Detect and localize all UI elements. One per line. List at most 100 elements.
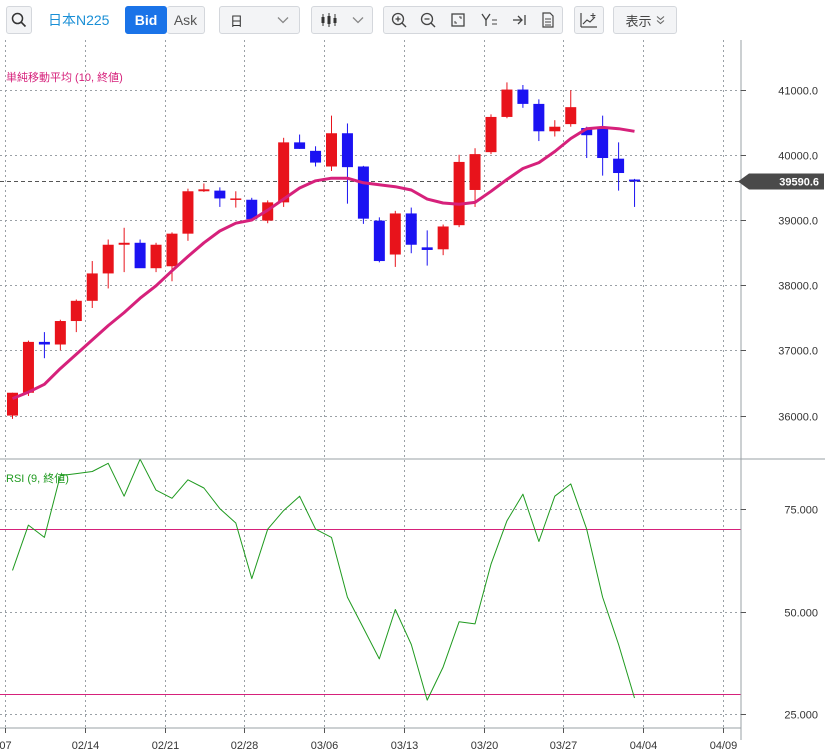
candle-body — [54, 321, 66, 345]
candle-body — [341, 133, 353, 168]
candle-body — [597, 127, 609, 159]
ask-button[interactable]: Ask — [167, 6, 205, 34]
ma-legend-label: 単純移動平均 (10, 終値) — [6, 70, 123, 84]
candle-body — [150, 244, 162, 269]
x-tick-label: 04/04 — [630, 740, 658, 752]
current-price-label: 39590.6 — [779, 176, 819, 188]
candle-body — [198, 189, 210, 192]
candle-body — [357, 166, 369, 219]
candle — [629, 178, 641, 207]
add-indicator-button[interactable] — [574, 6, 604, 34]
candle-body — [86, 273, 98, 301]
candle-body — [246, 199, 258, 220]
price-chart[interactable]: 07 02/14 02/21 02/28 03/06 03/13 03/20 03/27 04/… — [0, 40, 825, 754]
candle — [54, 319, 66, 351]
candle — [581, 126, 593, 159]
candle-body — [102, 244, 114, 274]
moving-average-line — [11, 125, 635, 400]
candle-body — [565, 107, 577, 125]
candle-body — [326, 133, 337, 167]
symbol-name[interactable]: 日本N225 — [48, 12, 110, 28]
candle-body — [421, 247, 433, 250]
candle-body — [549, 126, 561, 132]
x-tick-label: 02/21 — [152, 740, 180, 752]
candle — [134, 239, 146, 269]
candle-body — [533, 103, 545, 132]
add-indicator-icon — [580, 13, 597, 28]
candle — [453, 154, 465, 228]
chart-type-select[interactable] — [311, 6, 373, 34]
price-tick-label: 38000.0 — [778, 281, 818, 293]
candle — [437, 224, 449, 256]
candle-body — [22, 341, 34, 393]
candle — [501, 82, 513, 119]
candle — [182, 188, 194, 241]
candle — [102, 239, 114, 289]
zoom-out-icon[interactable] — [420, 12, 436, 28]
document-icon[interactable] — [541, 12, 555, 28]
candle — [405, 207, 417, 254]
candle-body — [214, 190, 226, 199]
y-axis-icon[interactable] — [480, 12, 498, 28]
candle — [326, 115, 337, 172]
x-tick-label: 02/28 — [231, 740, 259, 752]
candle — [246, 197, 258, 222]
chart-toolbar: 日本N225 Bid Ask 日 — [0, 0, 825, 40]
candle-body — [469, 154, 481, 190]
x-tick-label: 03/13 — [391, 740, 419, 752]
candle — [517, 84, 529, 108]
price-tick-label: 36000.0 — [778, 412, 818, 424]
candle-body — [230, 198, 242, 200]
candle-body — [182, 191, 194, 234]
candle-body — [453, 161, 465, 226]
candle — [150, 242, 162, 273]
candle — [70, 299, 82, 333]
candle-body — [118, 242, 130, 245]
candle — [22, 340, 34, 397]
price-tick-label: 40000.0 — [778, 151, 818, 163]
candle — [565, 90, 577, 127]
x-tick-label: 03/20 — [471, 740, 499, 752]
candle — [118, 227, 130, 273]
candle — [389, 210, 401, 267]
candle — [294, 134, 306, 149]
search-button[interactable] — [6, 6, 32, 34]
candle-body — [70, 300, 82, 322]
bid-button[interactable]: Bid — [125, 6, 167, 34]
display-label: 表示 — [625, 13, 652, 29]
price-tick-label: 39000.0 — [778, 216, 818, 228]
candle-body — [166, 233, 178, 267]
period-select[interactable]: 日 — [219, 6, 300, 34]
candle-body — [581, 128, 593, 136]
candle-body — [38, 341, 50, 345]
chevron-down-icon — [352, 16, 364, 24]
period-value: 日 — [230, 13, 244, 29]
display-menu-button[interactable]: 表示 — [613, 6, 677, 34]
candle — [533, 99, 545, 142]
zoom-in-icon[interactable] — [391, 12, 407, 28]
candle-body — [373, 220, 385, 262]
candle — [357, 165, 369, 224]
candle-body — [517, 89, 529, 104]
rsi-line — [12, 458, 635, 701]
price-tick-label: 41000.0 — [778, 86, 818, 98]
fit-screen-icon[interactable] — [450, 12, 466, 28]
grid — [0, 40, 741, 728]
candlestick-icon — [320, 12, 338, 28]
candle-body — [437, 226, 449, 250]
candle — [214, 187, 226, 207]
candle-body — [501, 89, 513, 117]
price-tag-shape — [738, 173, 824, 190]
candle — [469, 148, 481, 207]
scroll-end-icon[interactable] — [511, 12, 527, 28]
candle — [373, 217, 385, 263]
candle-body — [278, 142, 290, 203]
x-tick-label: 03/27 — [550, 740, 578, 752]
rsi-tick-label: 75.000 — [784, 505, 818, 517]
candle — [198, 183, 210, 192]
double-chevron-down-icon — [656, 13, 665, 28]
candle-body — [310, 150, 322, 163]
rsi-tick-label: 25.000 — [784, 710, 818, 722]
x-tick-label: 07 — [0, 740, 12, 752]
rsi-legend-label: RSI (9, 終値) — [6, 471, 69, 485]
